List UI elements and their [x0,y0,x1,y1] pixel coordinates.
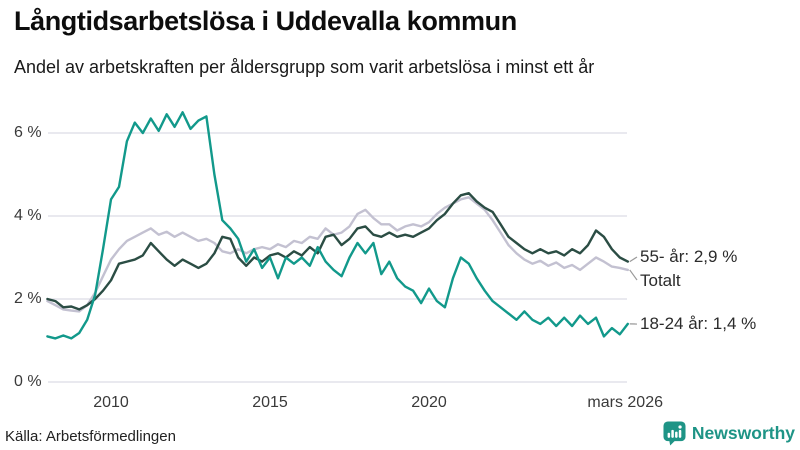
x-tick-label: 2010 [93,394,129,411]
page-title: Långtidsarbetslösa i Uddevalla kommun [14,6,517,36]
y-tick-label: 4 % [14,207,42,224]
source-note: Källa: Arbetsförmedlingen [5,428,176,445]
newsworthy-logo[interactable]: Newsworthy [663,421,795,446]
label-connector [629,256,638,263]
series-end-label-18-24-ar: 18-24 år: 1,4 % [640,314,757,333]
y-tick-label: 6 % [14,124,42,141]
newsworthy-icon [663,421,686,446]
y-tick-label: 0 % [14,373,42,390]
series-end-label-55-ar: 55- år: 2,9 % [640,247,738,266]
series-line-18-24-r [46,111,629,340]
series-end-label-totalt: Totalt [640,271,681,290]
x-tick-label: mars 2026 [587,394,663,411]
brand-text: Newsworthy [691,423,795,443]
x-tick-label: 2020 [411,394,447,411]
label-connector [629,269,638,281]
series-line-totalt [46,196,629,313]
x-tick-label: 2015 [252,394,288,411]
y-tick-label: 2 % [14,290,42,307]
page-subtitle: Andel av arbetskraften per åldersgrupp s… [14,57,595,77]
series-line-55-r [46,191,629,311]
